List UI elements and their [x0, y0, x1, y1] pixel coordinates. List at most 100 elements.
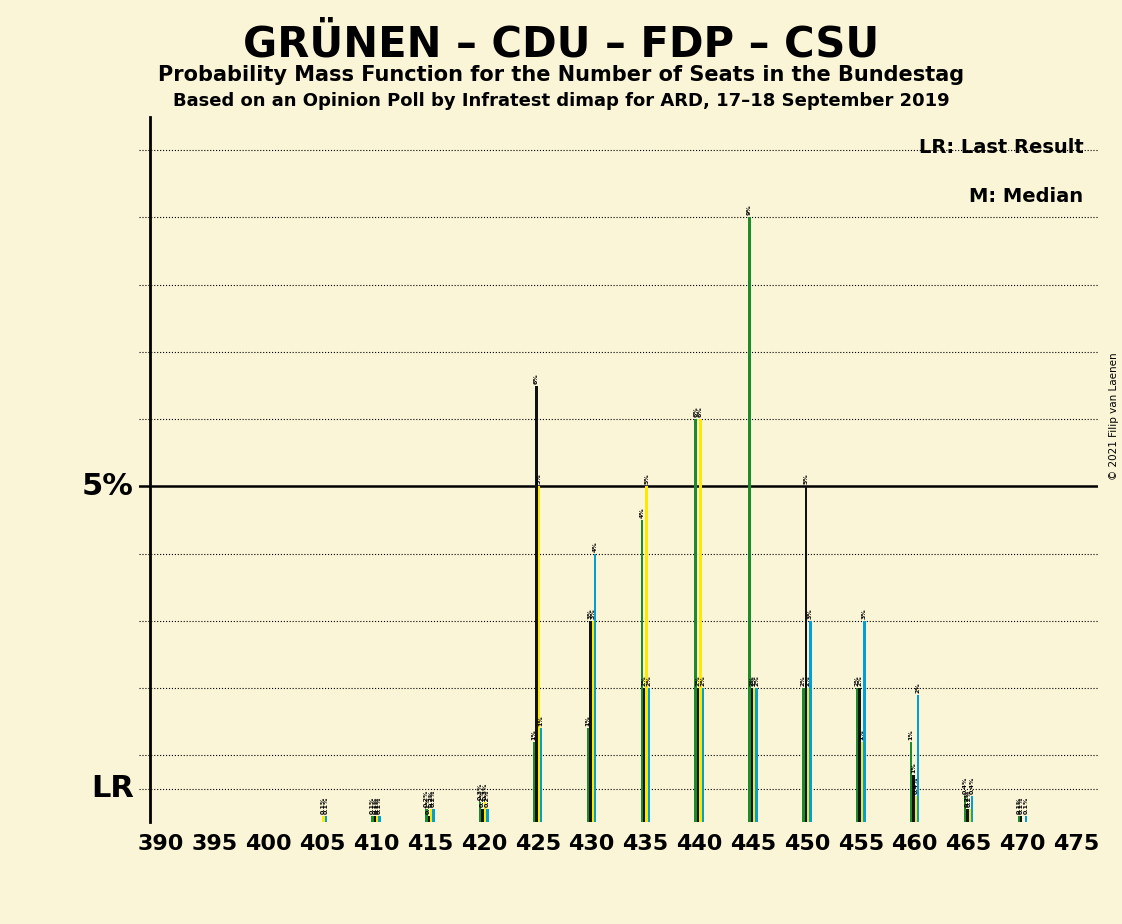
Text: 1%: 1% — [909, 729, 913, 740]
Bar — [430, 809, 432, 822]
Text: 2%: 2% — [752, 675, 756, 686]
Text: LR: LR — [91, 774, 134, 803]
Text: 0.3%: 0.3% — [482, 783, 487, 800]
Text: 2%: 2% — [700, 675, 706, 686]
Bar — [376, 816, 378, 822]
Bar — [748, 217, 751, 822]
Bar — [378, 816, 380, 822]
Text: 0.1%: 0.1% — [1017, 796, 1021, 814]
Text: 2%: 2% — [642, 675, 646, 686]
Bar — [699, 419, 701, 822]
Bar — [486, 809, 488, 822]
Bar — [966, 809, 968, 822]
Text: 0.3%: 0.3% — [478, 783, 482, 800]
Text: 0.2%: 0.2% — [431, 790, 436, 807]
Bar — [587, 728, 589, 822]
Text: 0.1%: 0.1% — [1019, 796, 1023, 814]
Bar — [912, 775, 914, 822]
Bar — [591, 621, 594, 822]
Bar — [1018, 816, 1020, 822]
Text: GRÜNEN – CDU – FDP – CSU: GRÜNEN – CDU – FDP – CSU — [242, 23, 880, 65]
Text: 0.4%: 0.4% — [969, 776, 975, 794]
Bar — [697, 688, 699, 822]
Bar — [324, 816, 327, 822]
Text: 2%: 2% — [806, 675, 810, 686]
Bar — [481, 809, 484, 822]
Bar — [753, 688, 755, 822]
Text: 3%: 3% — [590, 608, 595, 619]
Text: 2%: 2% — [855, 675, 859, 686]
Text: 2%: 2% — [857, 675, 862, 686]
Bar — [1020, 816, 1022, 822]
Text: 1%: 1% — [911, 762, 916, 773]
Bar — [971, 796, 973, 822]
Text: 5%: 5% — [644, 474, 649, 484]
Text: 0.2%: 0.2% — [424, 790, 429, 807]
Text: 0.1%: 0.1% — [321, 796, 325, 814]
Bar — [427, 816, 430, 822]
Text: 6%: 6% — [693, 407, 698, 417]
Bar — [863, 621, 865, 822]
Text: Based on an Opinion Poll by Infratest dimap for ARD, 17–18 September 2019: Based on an Opinion Poll by Infratest di… — [173, 92, 949, 110]
Text: 2%: 2% — [696, 675, 700, 686]
Text: 5%: 5% — [803, 474, 808, 484]
Bar — [807, 688, 809, 822]
Bar — [645, 486, 647, 822]
Text: 3%: 3% — [808, 608, 813, 619]
Bar — [540, 728, 542, 822]
Bar — [371, 816, 374, 822]
Bar — [1024, 816, 1027, 822]
Text: 0.2%: 0.2% — [429, 790, 433, 807]
Text: 0.4%: 0.4% — [963, 776, 967, 794]
Text: 0.2%: 0.2% — [485, 790, 490, 807]
Text: © 2021 Filip van Laenen: © 2021 Filip van Laenen — [1110, 352, 1119, 480]
Bar — [856, 688, 858, 822]
Bar — [804, 486, 807, 822]
Text: 3%: 3% — [862, 608, 867, 619]
Text: 2%: 2% — [754, 675, 760, 686]
Text: 5%: 5% — [82, 472, 134, 501]
Bar — [964, 796, 966, 822]
Bar — [479, 802, 481, 822]
Bar — [910, 742, 912, 822]
Text: LR: Last Result: LR: Last Result — [919, 138, 1084, 157]
Bar — [751, 688, 753, 822]
Text: 9%: 9% — [747, 205, 752, 215]
Text: 0.1%: 0.1% — [323, 796, 329, 814]
Bar — [861, 742, 863, 822]
Text: 0.1%: 0.1% — [1023, 796, 1029, 814]
Text: 2%: 2% — [916, 682, 921, 693]
Bar — [374, 816, 376, 822]
Text: Probability Mass Function for the Number of Seats in the Bundestag: Probability Mass Function for the Number… — [158, 65, 964, 85]
Bar — [647, 688, 650, 822]
Text: 1%: 1% — [859, 729, 865, 740]
Text: 6%: 6% — [698, 407, 702, 417]
Text: 5%: 5% — [536, 474, 541, 484]
Bar — [809, 621, 811, 822]
Text: 0.4%: 0.4% — [913, 776, 919, 794]
Bar — [917, 695, 919, 822]
Bar — [968, 809, 971, 822]
Text: 6%: 6% — [534, 372, 539, 383]
Bar — [914, 796, 917, 822]
Text: 2%: 2% — [646, 675, 652, 686]
Text: M: Median: M: Median — [969, 188, 1084, 206]
Bar — [755, 688, 757, 822]
Text: 1%: 1% — [586, 715, 590, 726]
Text: 0.1%: 0.1% — [426, 796, 431, 814]
Text: 0.1%: 0.1% — [375, 796, 379, 814]
Bar — [535, 385, 537, 822]
Bar — [537, 486, 540, 822]
Text: 4%: 4% — [640, 507, 644, 518]
Text: 1%: 1% — [539, 715, 544, 726]
Bar — [641, 520, 643, 822]
Bar — [858, 688, 861, 822]
Text: 3%: 3% — [588, 608, 592, 619]
Bar — [533, 742, 535, 822]
Text: 0.1%: 0.1% — [373, 796, 377, 814]
Text: 0.2%: 0.2% — [967, 790, 973, 807]
Bar — [701, 688, 703, 822]
Text: 2%: 2% — [801, 675, 806, 686]
Text: 0.1%: 0.1% — [370, 796, 375, 814]
Bar — [425, 809, 427, 822]
